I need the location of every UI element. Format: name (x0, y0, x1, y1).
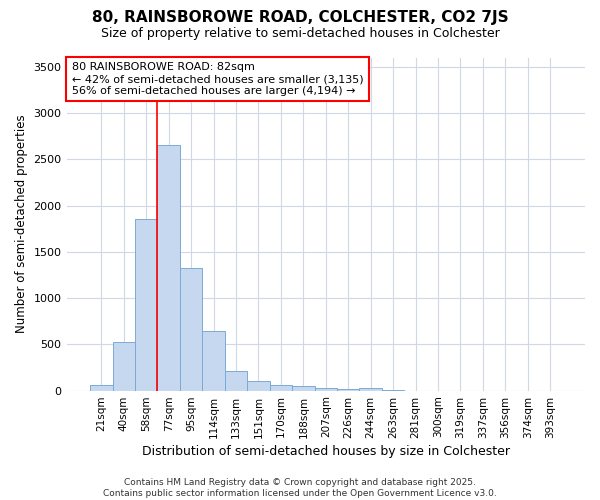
Text: 80, RAINSBOROWE ROAD, COLCHESTER, CO2 7JS: 80, RAINSBOROWE ROAD, COLCHESTER, CO2 7J… (92, 10, 508, 25)
Text: Size of property relative to semi-detached houses in Colchester: Size of property relative to semi-detach… (101, 28, 499, 40)
Bar (202, 332, 225, 390)
Bar (180, 268, 202, 390)
Bar (359, 388, 382, 390)
Text: 80 RAINSBOROWE ROAD: 82sqm
← 42% of semi-detached houses are smaller (3,135)
56%: 80 RAINSBOROWE ROAD: 82sqm ← 42% of semi… (72, 62, 364, 96)
Bar (337, 388, 359, 390)
Bar (269, 384, 292, 390)
Y-axis label: Number of semi-detached properties: Number of semi-detached properties (15, 114, 28, 334)
Text: Contains HM Land Registry data © Crown copyright and database right 2025.
Contai: Contains HM Land Registry data © Crown c… (103, 478, 497, 498)
Bar (225, 370, 247, 390)
Bar (314, 388, 337, 390)
Bar (292, 386, 314, 390)
Bar (135, 220, 157, 390)
X-axis label: Distribution of semi-detached houses by size in Colchester: Distribution of semi-detached houses by … (142, 444, 510, 458)
Bar (157, 146, 180, 390)
Bar (113, 342, 135, 390)
Bar (247, 381, 269, 390)
Bar (90, 384, 113, 390)
